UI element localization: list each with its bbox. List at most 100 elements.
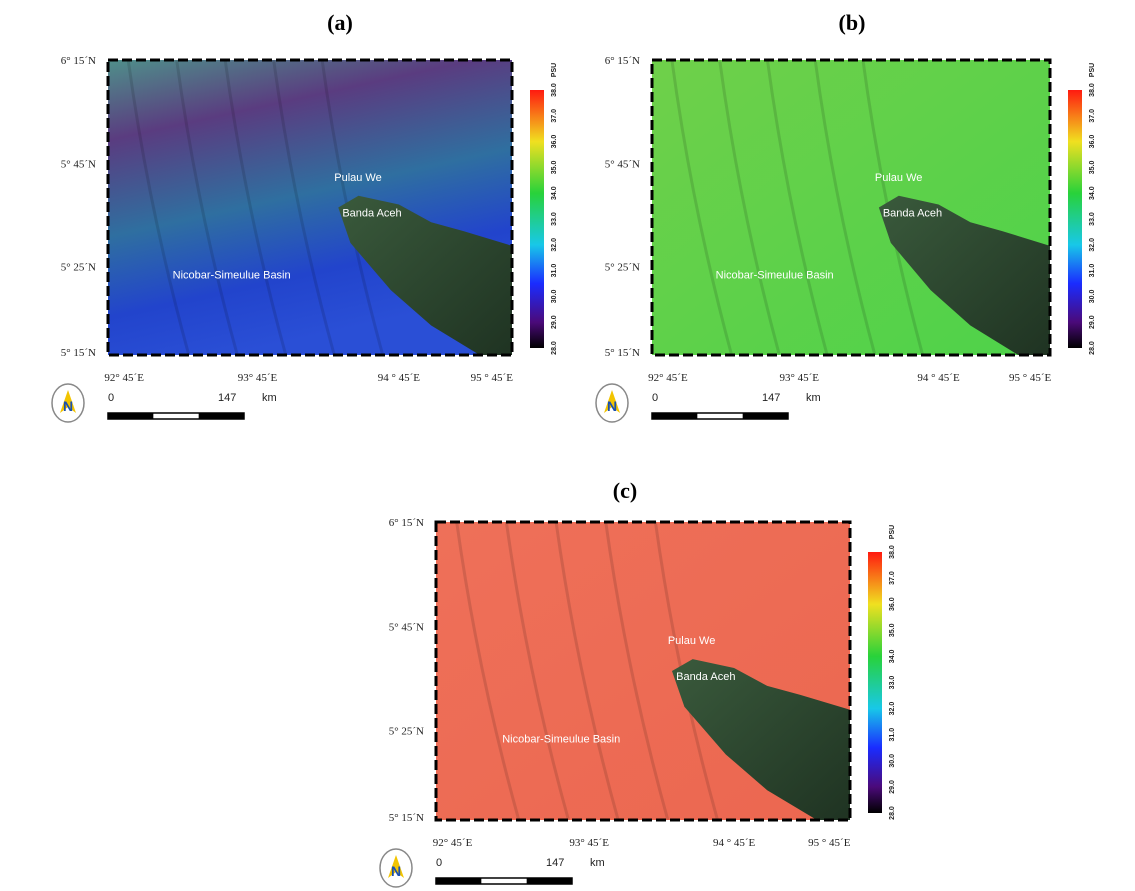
scale-end: 147: [546, 857, 564, 869]
colorbar-tick-label: 33.0: [1089, 212, 1096, 226]
place-name: Nicobar-Simeulue Basin: [502, 734, 620, 746]
colorbar-tick-label: 38.0: [1089, 83, 1096, 97]
colorbar-tick-label: 32.0: [551, 238, 558, 252]
colorbar-tick-label: 34.0: [551, 186, 558, 200]
panel-label: (b): [839, 10, 866, 35]
place-name: Pulau We: [875, 172, 923, 184]
place-name: Banda Aceh: [676, 671, 735, 683]
colorbar-tick-label: 31.0: [1089, 264, 1096, 278]
north-label: N: [391, 863, 401, 879]
colorbar-tick-label: 36.0: [1089, 135, 1096, 149]
scale-bar-segment: [652, 413, 698, 419]
scale-unit: km: [806, 392, 821, 404]
colorbar-tick-label: 32.0: [889, 702, 896, 716]
map-panel: (c) 6° 15´N 5° 45´N 5° 25´N 5° 15´N 92° 45´E 9…: [379, 478, 896, 888]
ridge: [272, 59, 336, 356]
ridge: [504, 521, 570, 821]
latitude-label: 6° 15´N: [61, 55, 96, 67]
colorbar-tick-label: 35.0: [889, 623, 896, 637]
colorbar: [530, 90, 544, 348]
map-panel: (a) 6° 15´N 5° 45´N 5° 25´N 5° 15´N 92° 45´E 9…: [51, 10, 558, 423]
colorbar-tick-label: 30.0: [1089, 289, 1096, 303]
scale-bar-segment: [436, 878, 482, 884]
longitude-label: 95 ° 45´E: [471, 372, 514, 384]
colorbar-tick-label: 34.0: [1089, 186, 1096, 200]
colorbar-tick-label: 35.0: [1089, 160, 1096, 174]
map-frame: [650, 58, 1052, 357]
ridge: [604, 521, 670, 821]
ridge: [718, 59, 781, 356]
longitude-label: 94 ° 45´E: [713, 837, 756, 849]
place-name: Banda Aceh: [883, 207, 942, 219]
colorbar-tick-label: 37.0: [551, 109, 558, 123]
latitude-label: 5° 45´N: [61, 158, 96, 170]
place-name: Nicobar-Simeulue Basin: [173, 269, 291, 281]
ridge: [670, 59, 734, 356]
colorbar-tick-label: 33.0: [551, 212, 558, 226]
longitude-label: 93° 45´E: [569, 837, 609, 849]
ridge: [126, 59, 191, 356]
colorbar-tick-label: 37.0: [1089, 109, 1096, 123]
latitude-label: 5° 25´N: [389, 726, 424, 738]
latitude-label: 6° 15´N: [389, 517, 424, 529]
ridge: [813, 59, 877, 356]
land: [878, 195, 1050, 355]
north-arrow: [604, 390, 620, 413]
latitude-label: 5° 15´N: [389, 812, 424, 824]
north-label: N: [63, 398, 73, 414]
ridge: [175, 59, 239, 356]
place-name: Banda Aceh: [342, 207, 401, 219]
scale-end: 147: [218, 392, 236, 404]
ridge: [223, 59, 288, 356]
longitude-label: 95 ° 45´E: [1009, 372, 1052, 384]
longitude-label: 92° 45´E: [648, 372, 688, 384]
colorbar-tick-label: 34.0: [889, 649, 896, 663]
colorbar-tick-label: 31.0: [889, 728, 896, 742]
longitude-label: 92° 45´E: [104, 372, 144, 384]
north-label: N: [607, 398, 617, 414]
map-frame: [434, 520, 852, 822]
latitude-label: 5° 15´N: [605, 347, 640, 359]
land: [671, 659, 850, 820]
longitude-label: 93° 45´E: [779, 372, 819, 384]
colorbar: [868, 552, 882, 813]
longitude-label: 94 ° 45´E: [378, 372, 421, 384]
colorbar-tick-label: 28.0: [889, 806, 896, 820]
ridge: [554, 521, 620, 821]
place-name: Pulau We: [334, 172, 382, 184]
latitude-label: 5° 15´N: [61, 347, 96, 359]
scale-bar-segment: [742, 413, 788, 419]
colorbar-tick-label: 31.0: [551, 264, 558, 278]
colorbar-tick-label: 36.0: [551, 135, 558, 149]
longitude-label: 92° 45´E: [433, 837, 473, 849]
longitude-label: 94 ° 45´E: [917, 372, 960, 384]
scale-unit: km: [262, 392, 277, 404]
colorbar-tick-label: 30.0: [889, 754, 896, 768]
colorbar-tick-label: 33.0: [889, 676, 896, 690]
latitude-label: 5° 25´N: [605, 262, 640, 274]
colorbar-tick-label: 36.0: [889, 597, 896, 611]
scale-start: 0: [108, 392, 114, 404]
colorbar-tick-label: 28.0: [1089, 341, 1096, 355]
colorbar-tick-label: 38.0: [551, 83, 558, 97]
colorbar-tick-label: 37.0: [889, 571, 896, 585]
colorbar-tick-label: 28.0: [551, 341, 558, 355]
colorbar-unit: PSU: [889, 525, 896, 539]
land: [338, 195, 512, 355]
colorbar: [1068, 90, 1082, 348]
colorbar-tick-label: 29.0: [551, 315, 558, 329]
place-name: Nicobar-Simeulue Basin: [716, 269, 834, 281]
longitude-label: 95 ° 45´E: [808, 837, 851, 849]
longitude-label: 93° 45´E: [238, 372, 278, 384]
colorbar-unit: PSU: [551, 63, 558, 77]
latitude-label: 5° 25´N: [61, 262, 96, 274]
scale-bar-segment: [526, 878, 572, 884]
latitude-label: 5° 45´N: [605, 158, 640, 170]
scale-unit: km: [590, 857, 605, 869]
colorbar-tick-label: 35.0: [551, 160, 558, 174]
place-name: Pulau We: [668, 635, 716, 647]
scale-bar-segment: [198, 413, 244, 419]
scale-bar-segment: [108, 413, 154, 419]
colorbar-unit: PSU: [1089, 63, 1096, 77]
